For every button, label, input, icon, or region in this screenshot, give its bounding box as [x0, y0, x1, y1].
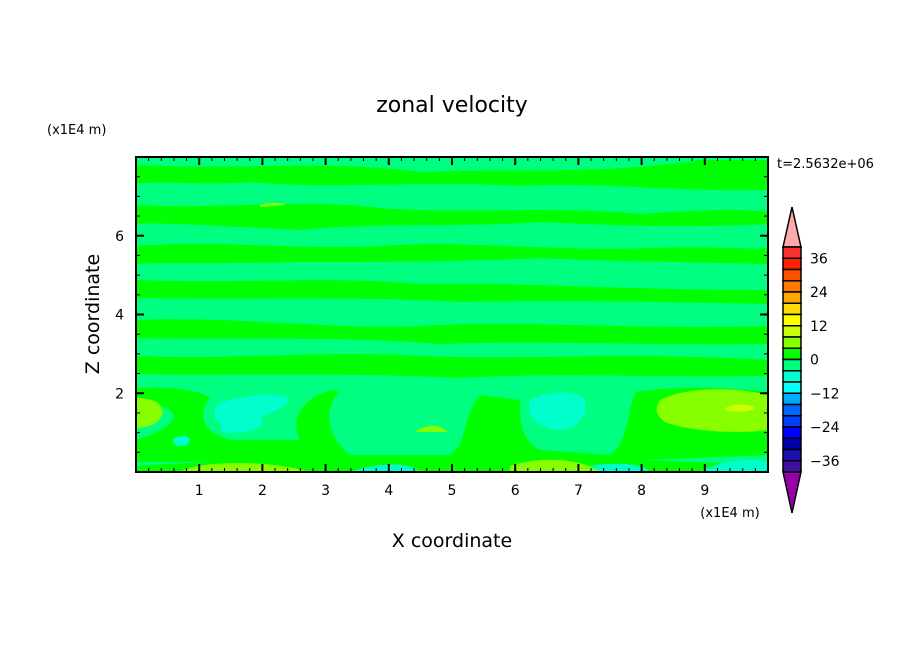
colorbar-swatch: [782, 268, 802, 282]
x-unit-label: (x1E4 m): [700, 506, 759, 521]
colorbar-swatch: [782, 426, 802, 439]
x-tick-label: 9: [700, 483, 709, 499]
contour-regions-weak-positive: [136, 202, 768, 472]
x-tick-label: 3: [321, 483, 330, 499]
colorbar-swatch: [782, 302, 802, 316]
colorbar-swatch: [782, 280, 802, 293]
colorbar-swatch: [782, 370, 802, 383]
colorbar-swatch: [782, 381, 802, 394]
contour-region-peak-positive: [725, 404, 755, 412]
colorbar-swatch: [782, 246, 802, 259]
colorbar-swatch: [782, 257, 802, 271]
x-tick-label: 8: [637, 483, 646, 499]
x-tick-label: 6: [511, 483, 520, 499]
x-tick-labels: 1 2 3 4 5 6 7 8 9: [195, 483, 710, 499]
colorbar-swatch: [782, 460, 802, 473]
x-tick-label: 1: [195, 483, 204, 499]
contour-field: [136, 157, 768, 472]
colorbar-swatch: [782, 336, 802, 349]
colorbar-tick-label: −36: [810, 454, 840, 470]
colorbar-tick-label: 24: [810, 285, 828, 301]
y-tick-label: 6: [115, 229, 124, 245]
colorbar-swatch: [782, 415, 802, 428]
colorbar-swatch: [782, 325, 802, 338]
chart-title: zonal velocity: [376, 93, 528, 118]
y-tick-label: 2: [115, 386, 124, 402]
x-tick-label: 2: [258, 483, 267, 499]
colorbar-tick-label: −24: [810, 420, 840, 436]
colorbar-tick-label: 12: [810, 319, 828, 335]
contour-regions-weak-negative: [172, 392, 768, 472]
x-axis-label: X coordinate: [392, 530, 512, 552]
axis-ticks: [136, 157, 769, 472]
y-unit-label: (x1E4 m): [47, 123, 106, 138]
time-label: t=2.5632e+06: [777, 157, 874, 172]
colorbar-over-triangle: [782, 206, 802, 248]
colorbar-swatch: [782, 437, 802, 451]
colorbar-swatch: [782, 291, 802, 304]
colorbar-swatch: [782, 313, 802, 327]
colorbar-under-triangle: [782, 471, 802, 514]
colorbar-swatch: [782, 347, 802, 361]
colorbar-swatch: [782, 403, 802, 417]
y-axis-label: Z coordinate: [82, 254, 104, 374]
x-tick-label: 5: [448, 483, 457, 499]
colorbar-swatch: [782, 448, 802, 462]
colorbar-tick-label: −12: [810, 386, 840, 402]
colorbar: 36 24 12 0 −12 −24 −36: [782, 206, 840, 514]
x-tick-label: 7: [574, 483, 583, 499]
y-tick-label: 4: [115, 308, 124, 324]
colorbar-swatch: [782, 358, 802, 372]
colorbar-tick-label: 36: [810, 251, 828, 267]
y-tick-labels: 2 4 6: [115, 229, 124, 403]
x-tick-label: 4: [384, 483, 393, 499]
colorbar-swatch: [782, 392, 802, 406]
colorbar-tick-label: 0: [810, 353, 819, 369]
